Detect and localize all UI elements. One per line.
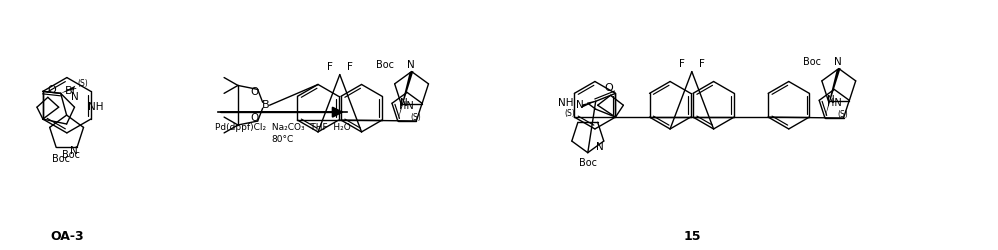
Text: N: N — [70, 146, 78, 156]
Text: N: N — [71, 92, 78, 102]
Text: (S): (S) — [565, 109, 576, 118]
Text: Br: Br — [65, 86, 77, 97]
Text: HN: HN — [399, 101, 414, 111]
Text: O: O — [604, 84, 613, 94]
Text: 80°C: 80°C — [271, 135, 293, 144]
Text: F: F — [327, 62, 333, 72]
Text: N: N — [596, 142, 604, 152]
Text: (S): (S) — [77, 79, 88, 88]
Polygon shape — [61, 86, 75, 93]
Text: Pd(dppf)Cl₂  Na₂CO₃  THF  H₂O: Pd(dppf)Cl₂ Na₂CO₃ THF H₂O — [215, 124, 350, 132]
Text: Boc: Boc — [579, 158, 597, 168]
Polygon shape — [398, 71, 413, 121]
Text: N: N — [406, 60, 414, 70]
Polygon shape — [581, 101, 596, 108]
Text: OA-3: OA-3 — [50, 230, 84, 243]
Text: O: O — [47, 86, 56, 96]
Text: N: N — [827, 95, 835, 105]
Polygon shape — [825, 68, 840, 118]
Text: Boc: Boc — [62, 150, 80, 160]
Text: B: B — [261, 100, 269, 110]
Text: (S): (S) — [837, 110, 848, 118]
Text: F: F — [679, 59, 685, 69]
Text: (S): (S) — [410, 112, 421, 122]
Text: O: O — [250, 113, 258, 123]
Text: N: N — [400, 98, 407, 108]
Text: N: N — [834, 57, 841, 67]
Text: F: F — [346, 62, 352, 72]
Text: O: O — [250, 87, 258, 97]
Text: 15: 15 — [683, 230, 701, 243]
Text: Boc: Boc — [376, 60, 394, 70]
Text: HN: HN — [826, 98, 841, 108]
Text: N: N — [576, 100, 584, 110]
Text: Boc: Boc — [803, 57, 821, 67]
Text: NH: NH — [559, 98, 574, 108]
Text: Boc: Boc — [52, 154, 70, 164]
Text: F: F — [699, 59, 705, 69]
Text: NH: NH — [89, 102, 104, 112]
